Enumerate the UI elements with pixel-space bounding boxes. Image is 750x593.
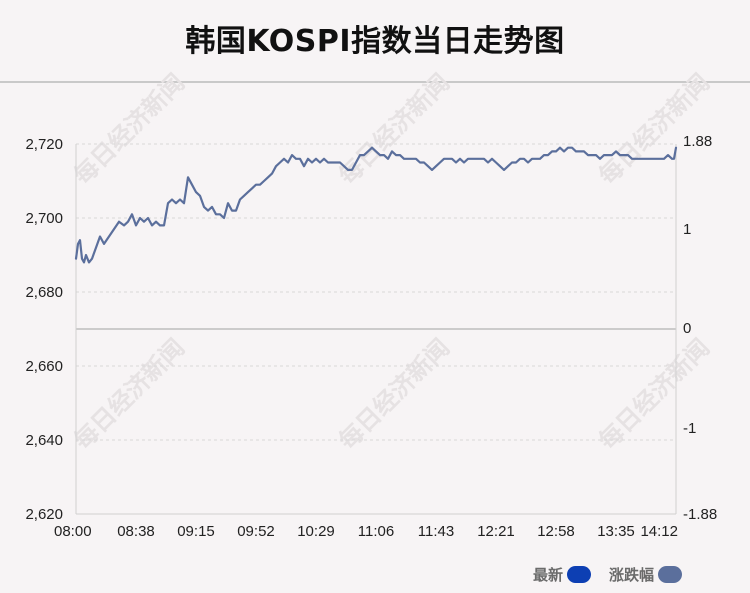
x-tick-label: 11:06 (358, 523, 394, 540)
axis-labels: 2,6202,6402,6602,6802,7002,720-1.88-1011… (25, 133, 717, 540)
y-right-tick-label: 0 (683, 320, 691, 337)
y-right-tick-label: 1.88 (683, 133, 712, 150)
x-tick-label: 13:35 (597, 523, 635, 540)
legend-latest-label: 最新 (533, 565, 564, 584)
axes (75, 144, 677, 515)
y-left-tick-label: 2,700 (25, 210, 63, 227)
watermark-text: 每日经济新闻 (593, 333, 715, 455)
y-right-tick-label: -1 (683, 420, 696, 437)
y-left-tick-label: 2,660 (25, 358, 63, 375)
watermark-text: 每日经济新闻 (593, 68, 715, 190)
y-right-tick-label: -1.88 (683, 506, 717, 523)
y-right-tick-label: 1 (683, 221, 691, 238)
grid-lines (76, 143, 676, 441)
x-tick-label: 10:29 (297, 523, 335, 540)
legend-change-label: 涨跌幅 (609, 565, 655, 584)
watermark-text: 每日经济新闻 (68, 68, 190, 190)
chart-title: 韩国KOSPI指数当日走势图 (185, 24, 565, 59)
y-left-tick-label: 2,680 (25, 284, 63, 301)
title-divider (0, 81, 750, 83)
x-tick-label: 12:58 (537, 523, 575, 540)
watermark-text: 每日经济新闻 (333, 68, 455, 190)
x-tick-label: 09:52 (237, 523, 275, 540)
x-tick-label: 08:00 (54, 523, 92, 540)
x-tick-label: 11:43 (418, 523, 454, 540)
legend-latest-swatch (567, 565, 592, 583)
legend-change[interactable]: 涨跌幅 (609, 563, 683, 585)
legend-change-swatch (658, 565, 683, 583)
y-left-tick-label: 2,720 (25, 136, 63, 153)
x-tick-label: 08:38 (117, 523, 155, 540)
series-line-latest (74, 146, 678, 264)
x-tick-label: 14:12 (640, 523, 678, 540)
watermark-text: 每日经济新闻 (333, 333, 455, 455)
x-tick-label: 09:15 (177, 523, 215, 540)
y-left-tick-label: 2,640 (25, 432, 63, 449)
watermark-text: 每日经济新闻 (68, 333, 190, 455)
x-tick-label: 12:21 (477, 523, 515, 540)
series-layer (74, 146, 678, 264)
legend-latest[interactable]: 最新 (533, 563, 592, 585)
y-left-tick-label: 2,620 (25, 506, 63, 523)
